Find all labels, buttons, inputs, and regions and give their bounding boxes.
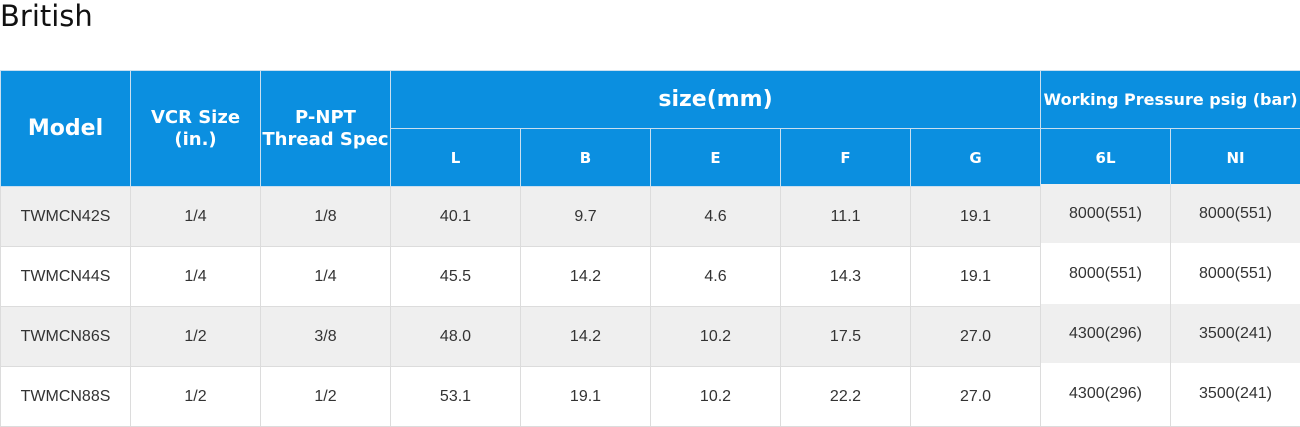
header-vcr-size-line1: VCR Size xyxy=(150,106,241,128)
header-size-group: size(mm) xyxy=(389,70,1042,129)
cell-l: 40.1 xyxy=(390,186,521,247)
cell-e: 4.6 xyxy=(650,246,781,307)
cell-npt: 1/2 xyxy=(260,366,391,427)
cell-pressure-6l: 4300(296) xyxy=(1040,363,1172,424)
header-col-6l: 6L xyxy=(1040,128,1172,187)
cell-g: 27.0 xyxy=(909,306,1042,367)
cell-l: 53.1 xyxy=(390,366,521,427)
cell-b: 14.2 xyxy=(520,246,651,307)
table-row: TWMCN42S 1/4 1/8 40.1 9.7 4.6 11.1 19.1 … xyxy=(0,183,1300,247)
cell-npt: 3/8 xyxy=(260,306,391,367)
cell-g: 27.0 xyxy=(909,366,1042,427)
cell-pressure-ni: 8000(551) xyxy=(1170,183,1300,244)
cell-f: 17.5 xyxy=(780,306,911,367)
header-row-top: Model VCR Size (in.) P-NPT Thread Spec s… xyxy=(0,70,1300,187)
cell-vcr-size: 1/2 xyxy=(130,306,261,367)
cell-pressure-ni: 8000(551) xyxy=(1170,243,1300,304)
cell-vcr-size: 1/4 xyxy=(130,186,261,247)
header-vcr-size-line2: (in.) xyxy=(174,128,217,150)
header-col-ni: NI xyxy=(1170,128,1300,187)
cell-f: 14.3 xyxy=(780,246,911,307)
table-row: TWMCN88S 1/2 1/2 53.1 19.1 10.2 22.2 27.… xyxy=(0,363,1300,427)
cell-l: 48.0 xyxy=(390,306,521,367)
cell-e: 10.2 xyxy=(650,306,781,367)
cell-l: 45.5 xyxy=(390,246,521,307)
header-col-g: G xyxy=(909,128,1042,187)
cell-e: 10.2 xyxy=(650,366,781,427)
cell-pressure-6l: 4300(296) xyxy=(1040,303,1172,364)
header-col-e: E xyxy=(650,128,781,187)
cell-b: 19.1 xyxy=(520,366,651,427)
header-col-f: F xyxy=(780,128,911,187)
header-npt-line2: Thread Spec xyxy=(262,128,389,150)
cell-pressure-6l: 8000(551) xyxy=(1040,183,1172,244)
spec-table: Model VCR Size (in.) P-NPT Thread Spec s… xyxy=(0,70,1300,427)
header-row-sub: L B E F G 6L NI xyxy=(1,128,1300,187)
cell-model: TWMCN88S xyxy=(0,366,131,427)
cell-model: TWMCN86S xyxy=(0,306,131,367)
cell-pressure-ni: 3500(241) xyxy=(1170,303,1300,364)
cell-e: 4.6 xyxy=(650,186,781,247)
section-title: British xyxy=(0,0,93,33)
cell-vcr-size: 1/2 xyxy=(130,366,261,427)
cell-model: TWMCN42S xyxy=(0,186,131,247)
cell-g: 19.1 xyxy=(909,186,1042,247)
cell-model: TWMCN44S xyxy=(0,246,131,307)
cell-f: 11.1 xyxy=(780,186,911,247)
cell-npt: 1/8 xyxy=(260,186,391,247)
cell-g: 19.1 xyxy=(909,246,1042,307)
header-vcr-size: VCR Size (in.) xyxy=(130,70,261,187)
cell-pressure-6l: 8000(551) xyxy=(1040,243,1172,304)
header-model: Model xyxy=(0,70,131,187)
header-pressure-group: Working Pressure psig (bar) xyxy=(1040,70,1300,129)
header-npt-line1: P-NPT xyxy=(295,106,356,128)
cell-b: 9.7 xyxy=(520,186,651,247)
cell-npt: 1/4 xyxy=(260,246,391,307)
header-col-b: B xyxy=(520,128,651,187)
cell-b: 14.2 xyxy=(520,306,651,367)
header-col-l: L xyxy=(390,128,521,187)
table-row: TWMCN86S 1/2 3/8 48.0 14.2 10.2 17.5 27.… xyxy=(0,303,1300,367)
table-row: TWMCN44S 1/4 1/4 45.5 14.2 4.6 14.3 19.1… xyxy=(0,243,1300,307)
cell-f: 22.2 xyxy=(780,366,911,427)
cell-vcr-size: 1/4 xyxy=(130,246,261,307)
cell-pressure-ni: 3500(241) xyxy=(1170,363,1300,424)
header-npt-thread-spec: P-NPT Thread Spec xyxy=(260,70,391,187)
